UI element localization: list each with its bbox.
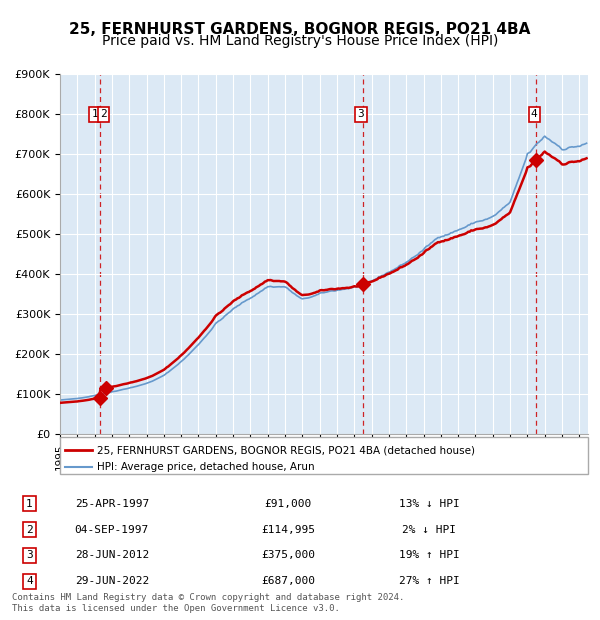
Text: 29-JUN-2022: 29-JUN-2022: [75, 577, 149, 587]
Text: 25, FERNHURST GARDENS, BOGNOR REGIS, PO21 4BA: 25, FERNHURST GARDENS, BOGNOR REGIS, PO2…: [70, 22, 530, 37]
Text: £91,000: £91,000: [265, 498, 312, 508]
Text: £375,000: £375,000: [261, 551, 315, 560]
Text: 25, FERNHURST GARDENS, BOGNOR REGIS, PO21 4BA (detached house): 25, FERNHURST GARDENS, BOGNOR REGIS, PO2…: [97, 445, 475, 455]
Text: 4: 4: [26, 577, 33, 587]
Text: HPI: Average price, detached house, Arun: HPI: Average price, detached house, Arun: [97, 462, 314, 472]
Text: 13% ↓ HPI: 13% ↓ HPI: [399, 498, 460, 508]
Text: 25-APR-1997: 25-APR-1997: [75, 498, 149, 508]
Text: £687,000: £687,000: [261, 577, 315, 587]
Text: 2% ↓ HPI: 2% ↓ HPI: [403, 525, 457, 534]
Text: 1: 1: [26, 498, 33, 508]
Text: £114,995: £114,995: [261, 525, 315, 534]
Text: 04-SEP-1997: 04-SEP-1997: [75, 525, 149, 534]
Text: Price paid vs. HM Land Registry's House Price Index (HPI): Price paid vs. HM Land Registry's House …: [102, 34, 498, 48]
Text: 19% ↑ HPI: 19% ↑ HPI: [399, 551, 460, 560]
FancyBboxPatch shape: [60, 437, 588, 474]
Text: 2: 2: [26, 525, 33, 534]
Text: 1: 1: [91, 109, 98, 120]
Text: 4: 4: [531, 109, 538, 120]
Text: 2: 2: [100, 109, 107, 120]
Text: 27% ↑ HPI: 27% ↑ HPI: [399, 577, 460, 587]
Text: 3: 3: [358, 109, 364, 120]
Text: Contains HM Land Registry data © Crown copyright and database right 2024.
This d: Contains HM Land Registry data © Crown c…: [12, 593, 404, 613]
Text: 3: 3: [26, 551, 33, 560]
Text: 28-JUN-2012: 28-JUN-2012: [75, 551, 149, 560]
